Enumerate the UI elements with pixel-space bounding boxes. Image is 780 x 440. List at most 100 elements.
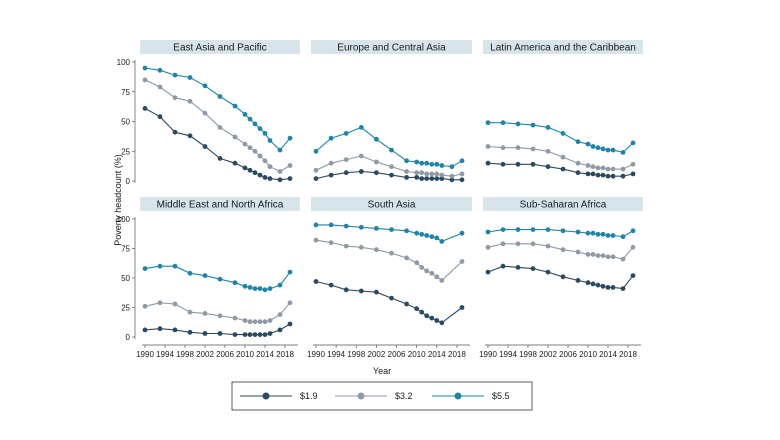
data-point — [202, 331, 208, 336]
data-point — [585, 252, 591, 257]
y-axis-title: Poverty headcount (%) — [113, 154, 123, 246]
x-tick-label: 2010 — [408, 350, 426, 359]
data-point — [187, 329, 193, 335]
x-tick-label: 1994 — [499, 350, 517, 359]
data-point — [389, 164, 394, 170]
data-point — [575, 229, 581, 235]
data-point — [630, 244, 636, 250]
panel-title-strip — [311, 197, 472, 211]
data-point — [267, 286, 273, 291]
x-tick-label: 2010 — [236, 350, 254, 359]
data-point — [500, 241, 506, 247]
data-point — [419, 309, 425, 315]
data-point — [620, 234, 626, 240]
data-point — [142, 65, 148, 71]
panel-latin-america-and-the-caribbean: Latin America and the Caribbean — [483, 40, 643, 179]
data-point — [630, 171, 636, 177]
data-point — [267, 138, 273, 143]
y-tick-label: 100 — [117, 215, 131, 224]
data-point — [358, 153, 364, 159]
data-point — [429, 161, 435, 167]
data-point — [449, 173, 455, 179]
data-point — [545, 164, 551, 170]
data-point — [242, 141, 248, 147]
data-point — [217, 313, 223, 319]
data-point — [620, 166, 626, 172]
panel-title: Europe and Central Asia — [337, 43, 446, 54]
data-point — [404, 301, 409, 307]
x-tick-label: 2018 — [448, 350, 466, 359]
data-point — [424, 171, 430, 177]
data-point — [262, 287, 268, 293]
data-point — [313, 176, 319, 182]
data-point — [620, 256, 626, 262]
data-point — [600, 165, 606, 171]
data-point — [277, 147, 283, 153]
panel-europe-and-central-asia: Europe and Central Asia — [311, 40, 472, 183]
data-point — [590, 164, 596, 170]
data-point — [202, 273, 208, 278]
data-point — [500, 263, 506, 269]
data-point — [252, 319, 258, 325]
x-tick-label: 1994 — [327, 350, 345, 359]
data-point — [187, 270, 193, 276]
data-point — [267, 176, 273, 182]
data-point — [630, 140, 636, 146]
data-point — [530, 146, 536, 152]
data-point — [429, 171, 435, 177]
data-point — [142, 303, 148, 309]
data-point — [459, 230, 465, 236]
data-point — [595, 165, 601, 171]
data-point — [414, 159, 420, 165]
data-point — [247, 332, 253, 337]
data-point — [459, 158, 465, 164]
data-point — [217, 276, 223, 282]
data-point — [262, 332, 268, 337]
panel-title: East Asia and Pacific — [173, 43, 266, 54]
y-tick-label: 0 — [126, 333, 131, 342]
data-point — [287, 176, 293, 182]
data-point — [157, 263, 163, 269]
data-point — [328, 240, 334, 246]
data-point — [262, 319, 268, 325]
data-point — [500, 145, 506, 151]
data-point — [590, 144, 596, 149]
data-point — [459, 171, 465, 177]
data-point — [530, 266, 536, 271]
data-point — [459, 177, 465, 183]
data-point — [287, 135, 293, 141]
data-point — [247, 116, 253, 122]
data-point — [404, 228, 409, 234]
legend-marker — [262, 392, 270, 400]
data-point — [343, 287, 349, 293]
data-point — [328, 172, 334, 178]
data-point — [595, 145, 601, 151]
data-point — [358, 224, 364, 230]
data-point — [515, 121, 521, 127]
data-point — [287, 269, 293, 275]
data-point — [485, 160, 491, 166]
data-point — [424, 268, 430, 274]
panel-title-strip — [140, 197, 300, 211]
data-point — [515, 241, 521, 247]
x-tick-label: 1998 — [519, 350, 537, 359]
data-point — [358, 125, 364, 130]
legend-label: $5.5 — [492, 391, 510, 401]
panel-east-asia-and-pacific: East Asia and Pacific 0 25 50 75 100 — [117, 40, 300, 186]
x-tick-label: 1990 — [136, 350, 154, 359]
data-point — [419, 265, 425, 270]
data-point — [277, 169, 283, 174]
data-point — [620, 173, 626, 179]
data-point — [172, 301, 178, 307]
data-point — [515, 227, 521, 233]
series-line-usd-1-9 — [144, 107, 291, 181]
series-line-usd-1-9 — [487, 265, 634, 290]
data-point — [389, 227, 394, 233]
data-point — [429, 234, 435, 240]
data-point — [217, 156, 223, 161]
data-point — [545, 148, 551, 154]
y-tick-label: 25 — [121, 147, 130, 156]
data-point — [485, 229, 491, 235]
data-point — [439, 163, 445, 168]
